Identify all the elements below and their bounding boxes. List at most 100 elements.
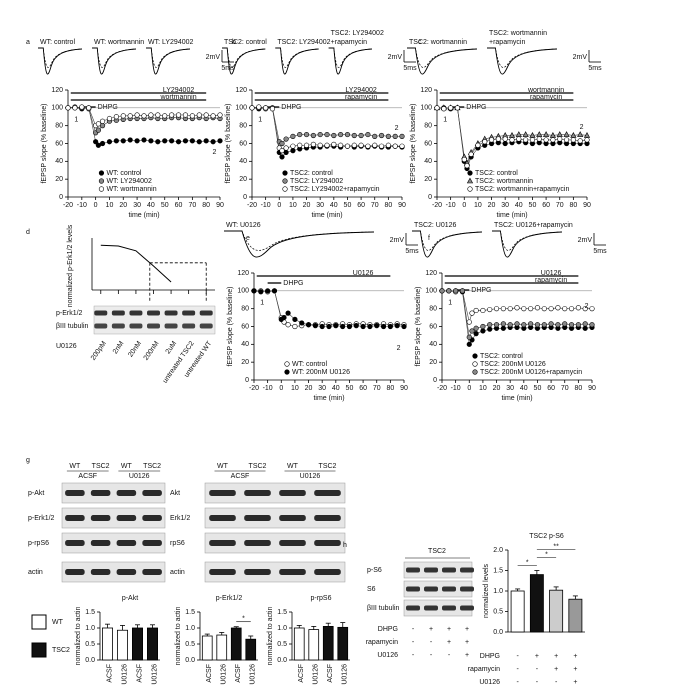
marker <box>488 137 495 143</box>
legend-label: TSC2: wortmannin+rapamycin <box>475 186 569 193</box>
blot-band <box>116 515 137 521</box>
condition-sign: + <box>554 666 558 673</box>
x-tick-label: ACSF <box>136 664 143 683</box>
x-tick-label: -20 <box>249 385 259 392</box>
annotation: 1 <box>443 117 447 124</box>
scale-label: 5ms <box>403 65 417 72</box>
series-line <box>100 244 172 283</box>
marker <box>305 322 312 328</box>
y-tick-label: 0.0 <box>185 657 195 664</box>
x-tick-label: 90 <box>588 385 596 392</box>
marker <box>514 321 520 327</box>
marker <box>182 138 189 144</box>
marker <box>310 141 316 147</box>
marker <box>372 142 378 148</box>
protocol-label: DHPG <box>98 104 118 111</box>
marker <box>203 112 209 118</box>
blot <box>204 532 346 554</box>
bar <box>146 627 158 661</box>
marker <box>493 306 500 312</box>
legend-marker <box>472 369 478 375</box>
annotation: 2 <box>395 125 399 132</box>
legend-marker <box>472 361 478 367</box>
annotation: 2 <box>397 345 401 352</box>
x-axis-label: time (min) <box>496 212 527 219</box>
blot-band <box>129 323 143 329</box>
x-tick-label: 10 <box>289 202 297 209</box>
marker <box>290 133 296 139</box>
trace-label: WT: U0126 <box>226 222 261 229</box>
marker <box>134 138 140 144</box>
marker <box>279 140 285 147</box>
marker <box>263 105 269 111</box>
protocol-label: rapamycin <box>345 94 377 101</box>
y-tick-label: 120 <box>425 270 437 277</box>
x-tick-label: 20nM <box>127 340 143 358</box>
scale-label: 2mV <box>573 54 588 61</box>
condition-sign: + <box>535 653 539 660</box>
blot-band <box>94 310 108 316</box>
legend-label: TSC2: control <box>290 170 333 177</box>
marker <box>487 306 493 313</box>
bar <box>102 627 114 661</box>
marker <box>297 142 303 148</box>
x-tick-label: -10 <box>77 202 87 209</box>
marker <box>515 131 522 137</box>
blot-band <box>279 490 306 496</box>
condition-sign: + <box>447 639 451 646</box>
legend-label: TSC2: control <box>480 353 523 360</box>
y-tick-label: 0.5 <box>277 641 287 648</box>
y-tick-label: 0 <box>245 377 249 384</box>
x-tick-label: 50 <box>344 202 352 209</box>
bar <box>568 598 583 633</box>
group-label: U0126 <box>300 473 321 480</box>
trace-dashed <box>224 230 375 251</box>
marker <box>536 136 542 142</box>
x-tick-label: 70 <box>561 385 569 392</box>
x-tick-label: 40 <box>332 385 340 392</box>
y-tick-label: 60 <box>239 140 247 147</box>
legend-marker <box>282 170 288 176</box>
y-tick-label: 40 <box>424 158 432 165</box>
marker <box>127 113 133 119</box>
condition-sign: + <box>573 653 577 660</box>
blot-band <box>424 605 438 611</box>
marker <box>95 121 101 127</box>
y-tick-label: 20 <box>429 359 437 366</box>
marker <box>324 131 330 138</box>
panel-label: a <box>26 39 30 46</box>
condition-sign: - <box>430 639 433 646</box>
blot-band <box>244 569 271 575</box>
x-tick-label: ACSF <box>298 664 305 683</box>
blot <box>61 507 166 529</box>
marker <box>543 137 549 143</box>
legend-label: TSC2: 200nM U0126+rapamycin <box>480 369 582 376</box>
marker <box>434 105 440 111</box>
y-tick-label: 0.5 <box>185 641 195 648</box>
x-tick-label: 10 <box>291 385 299 392</box>
significance-label: * <box>545 551 548 558</box>
x-tick-label: 50 <box>161 202 169 209</box>
trace-dashed <box>407 47 478 68</box>
chart-title: p-Akt <box>122 595 138 602</box>
x-tick-label: 20 <box>305 385 313 392</box>
marker <box>95 127 101 133</box>
trace-label: WT: wortmannin <box>94 39 144 46</box>
y-tick-label: 80 <box>429 306 437 313</box>
trace <box>275 47 319 75</box>
marker <box>217 138 223 144</box>
marker <box>556 131 563 137</box>
blot-band <box>142 540 162 546</box>
x-tick-label: U0126 <box>342 664 349 685</box>
marker <box>113 114 119 120</box>
marker <box>340 323 346 330</box>
marker <box>99 140 106 147</box>
x-tick-label: 70 <box>188 202 196 209</box>
x-tick-label: U0126 <box>250 664 257 685</box>
scale-label: 2mV <box>390 237 405 244</box>
scale-label: 5ms <box>405 248 419 255</box>
x-tick-label: 80 <box>202 202 210 209</box>
marker <box>562 306 568 312</box>
x-tick-label: 200nM <box>143 340 161 362</box>
